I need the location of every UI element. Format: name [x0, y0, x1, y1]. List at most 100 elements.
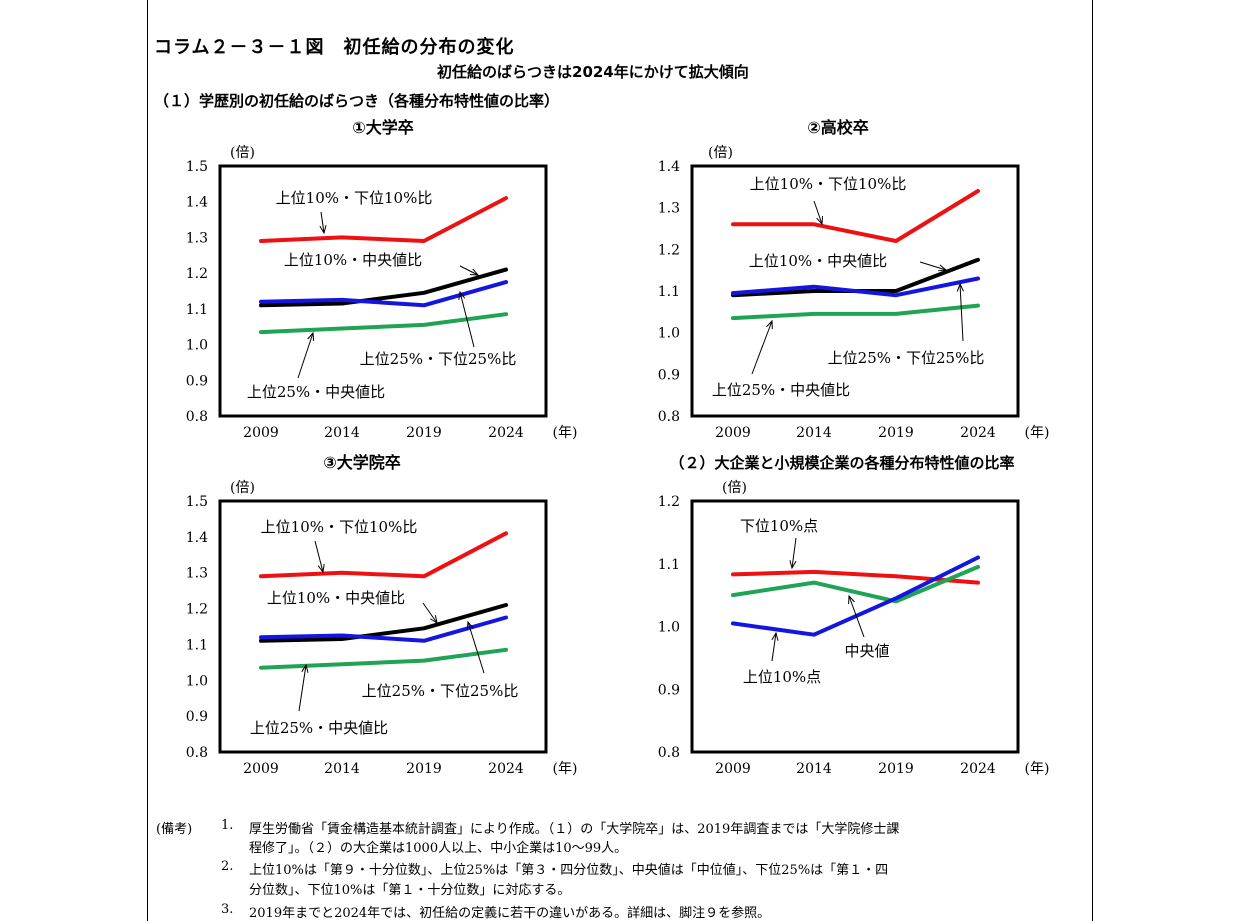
series-line-grad-black [259, 603, 508, 643]
y-tick-label-firm: 1.1 [658, 557, 680, 573]
note-2-number: 2. [221, 859, 234, 874]
y-tick-label-firm: 0.8 [658, 745, 680, 761]
y-tick-label-high: 0.9 [658, 367, 680, 383]
x-tick-label-grad: 2009 [243, 761, 279, 777]
y-tick-label-univ: 0.8 [186, 409, 208, 425]
y-tick-label-univ: 1.3 [186, 230, 208, 246]
y-tick-label-univ: 0.9 [186, 373, 208, 389]
x-tick-label-firm: 2024 [960, 761, 996, 777]
label-arrowhead-firm [789, 560, 797, 570]
label-arrowhead-univ [319, 225, 327, 235]
y-tick-label-grad: 1.2 [186, 602, 208, 618]
label-arrowhead-high [956, 282, 964, 292]
x-tick-label-firm: 2014 [796, 761, 832, 777]
y-tick-label-grad: 1.0 [186, 673, 208, 689]
x-unit-label-univ: (年) [553, 425, 578, 441]
series-label-high: 上位10%・下位10%比 [750, 175, 907, 193]
y-tick-label-firm: 1.2 [658, 494, 680, 510]
chart-title-high: ②高校卒 [807, 118, 869, 137]
series-label-univ: 上位10%・中央値比 [284, 251, 422, 269]
notes-label: (備考) [156, 822, 193, 837]
y-unit-label-high: (倍) [708, 145, 733, 161]
note-3-line-1: 2019年までと2024年では、初任給の定義に若干の違いがある。詳細は、脚注９を… [249, 906, 771, 921]
series-line-high-red [731, 189, 980, 243]
y-tick-label-grad: 0.8 [186, 745, 208, 761]
series-line-firm-green [731, 564, 980, 604]
label-arrowhead-high [816, 215, 824, 226]
y-unit-label-firm: (倍) [722, 480, 747, 496]
x-tick-label-grad: 2014 [324, 761, 360, 777]
series-label-high: 上位25%・下位25%比 [828, 349, 985, 367]
series-line-univ-blue [259, 280, 508, 308]
y-tick-label-grad: 1.3 [186, 566, 208, 582]
series-label-firm: 下位10%点 [740, 517, 818, 535]
series-label-high: 上位10%・中央値比 [749, 252, 887, 270]
x-tick-label-grad: 2019 [406, 761, 442, 777]
y-tick-label-univ: 1.1 [186, 302, 208, 318]
left-border-line [147, 0, 148, 921]
series-line-high-blue [731, 276, 980, 298]
plot-frame-firm [690, 499, 1020, 754]
y-tick-label-firm: 0.9 [658, 682, 680, 698]
plot-frame-high [690, 164, 1020, 418]
y-tick-label-grad: 1.4 [186, 530, 208, 546]
label-pointer-line-grad [467, 621, 485, 674]
y-tick-label-grad: 1.5 [186, 494, 208, 510]
x-tick-label-high: 2019 [878, 425, 914, 441]
chart-title-grad: ③大学院卒 [323, 453, 401, 472]
series-label-high: 上位25%・中央値比 [712, 381, 850, 399]
label-arrowhead-firm [848, 594, 855, 605]
label-arrowhead-grad [301, 663, 309, 673]
x-unit-label-grad: (年) [553, 761, 578, 777]
x-tick-label-grad: 2024 [488, 761, 524, 777]
label-arrowhead-firm [771, 631, 779, 641]
page-title: コラム２－３－１図 初任給の分布の変化 [154, 37, 515, 58]
y-tick-label-univ: 1.0 [186, 338, 208, 354]
y-tick-label-high: 1.1 [658, 284, 680, 300]
y-unit-label-univ: (倍) [230, 145, 255, 161]
page-subtitle: 初任給のばらつきは2024年にかけて拡大傾向 [437, 63, 749, 81]
note-2-line-1: 上位10%は「第９・十分位数」、上位25%は「第３・四分位数」、中央値は「中位値… [249, 863, 889, 878]
series-label-grad: 上位25%・下位25%比 [362, 682, 519, 700]
y-tick-label-high: 1.4 [658, 159, 680, 175]
series-label-grad: 上位10%・下位10%比 [261, 518, 418, 536]
label-pointer-line-high [751, 320, 773, 375]
note-3-number: 3. [221, 902, 234, 917]
series-line-grad-green [259, 647, 508, 670]
series-label-firm: 上位10%点 [743, 668, 821, 686]
series-line-grad-red [259, 531, 508, 579]
series-line-high-green [731, 303, 980, 321]
note-2-line-2: 分位数」、下位10%は「第１・十分位数」に対応する。 [249, 883, 571, 898]
y-tick-label-high: 1.0 [658, 326, 680, 342]
x-tick-label-high: 2009 [715, 425, 751, 441]
x-tick-label-univ: 2014 [324, 425, 360, 441]
label-pointer-line-grad [422, 602, 438, 624]
series-label-grad: 上位25%・中央値比 [250, 719, 388, 737]
chart-title-univ: ①大学卒 [352, 118, 414, 137]
plot-frame-univ [218, 164, 548, 418]
plot-frame-grad [218, 499, 548, 754]
section-1-heading: （１）学歴別の初任給のばらつき（各種分布特性値の比率） [154, 92, 560, 110]
y-tick-label-high: 1.2 [658, 242, 680, 258]
series-line-univ-green [259, 312, 508, 335]
y-tick-label-univ: 1.2 [186, 266, 208, 282]
x-tick-label-firm: 2009 [715, 761, 751, 777]
label-pointer-line-firm [791, 537, 797, 569]
label-pointer-line-high [813, 200, 823, 225]
y-tick-label-high: 0.8 [658, 409, 680, 425]
y-tick-label-grad: 0.9 [186, 709, 208, 725]
label-arrowhead-univ [458, 290, 466, 300]
x-tick-label-firm: 2019 [878, 761, 914, 777]
label-arrowhead-univ [469, 268, 480, 276]
note-1-line-1: 厚生労働省「賃金構造基本統計調査」により作成。（１）の「大学院卒」は、2019年… [249, 822, 900, 837]
y-tick-label-univ: 1.5 [186, 159, 208, 175]
note-1-line-2: 程修了」。（２）の大企業は1000人以上、中小企業は10～99人。 [249, 841, 628, 856]
label-arrowhead-univ [307, 331, 315, 342]
y-tick-label-firm: 1.0 [658, 620, 680, 636]
label-pointer-line-high [959, 283, 964, 342]
label-pointer-line-firm [848, 595, 865, 638]
y-tick-label-grad: 1.1 [186, 637, 208, 653]
x-tick-label-high: 2014 [796, 425, 832, 441]
x-unit-label-high: (年) [1025, 425, 1050, 441]
